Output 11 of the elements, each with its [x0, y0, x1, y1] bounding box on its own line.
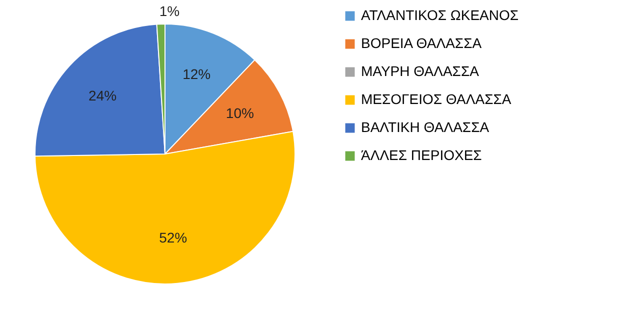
legend-label: ΜΑΥΡΗ ΘΑΛΑΣΣΑ — [361, 63, 480, 79]
legend-label: ΒΟΡΕΙΑ ΘΑΛΑΣΣΑ — [361, 35, 482, 51]
data-label: 12% — [182, 66, 211, 82]
data-label: 1% — [159, 3, 180, 20]
data-label: 24% — [88, 87, 117, 104]
legend-label: ΒΑΛΤΙΚΗ ΘΑΛΑΣΣΑ — [361, 119, 490, 135]
legend-label: ΆΛΛΕΣ ΠΕΡΙΟΧΕΣ — [361, 147, 482, 163]
data-label: 10% — [226, 104, 254, 121]
legend-label: ΑΤΛΑΝΤΙΚΟΣ ΩΚΕΑΝΟΣ — [361, 7, 519, 23]
legend-label: ΜΕΣΟΓΕΙΟΣ ΘΑΛΑΣΣΑ — [361, 91, 512, 107]
data-label: 52% — [159, 230, 188, 246]
